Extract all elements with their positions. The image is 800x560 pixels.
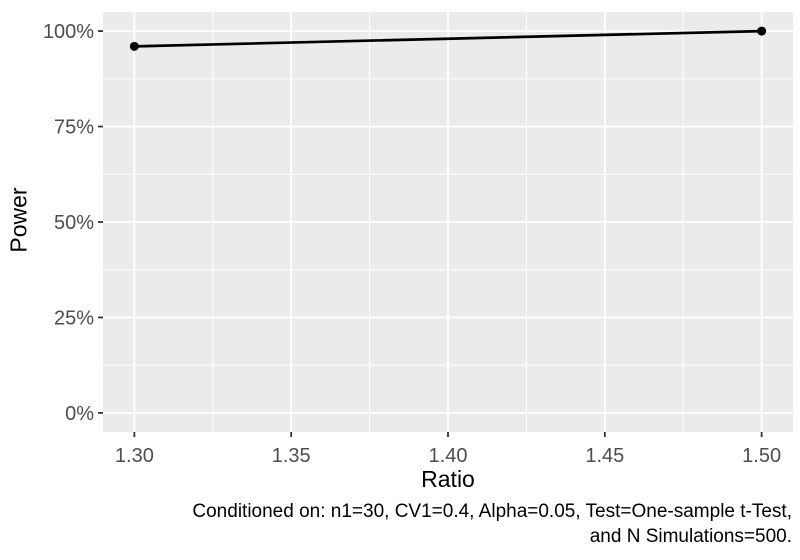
caption-line-2: and N Simulations=500. xyxy=(589,526,792,547)
y-axis-tick-label: 75% xyxy=(54,117,94,139)
y-axis-tick-label: 25% xyxy=(54,307,94,329)
y-axis-tick-label: 100% xyxy=(43,21,94,43)
x-axis-tick-label: 1.35 xyxy=(272,445,311,467)
x-axis-title: Ratio xyxy=(421,466,475,492)
y-axis-tick-label: 50% xyxy=(54,212,94,234)
caption: Conditioned on: n1=30, CV1=0.4, Alpha=0.… xyxy=(192,499,792,549)
data-point xyxy=(129,41,139,51)
power-line xyxy=(133,29,763,48)
x-axis-tick-label: 1.45 xyxy=(585,445,624,467)
y-axis-tick-label: 0% xyxy=(65,403,94,425)
x-axis-tick-label: 1.50 xyxy=(742,445,781,467)
caption-line-1: Conditioned on: n1=30, CV1=0.4, Alpha=0.… xyxy=(192,501,792,522)
x-axis-tick-label: 1.30 xyxy=(115,445,154,467)
x-axis-tick-label: 1.40 xyxy=(429,445,468,467)
data-point xyxy=(757,26,767,36)
y-axis-title: Power xyxy=(5,187,32,253)
